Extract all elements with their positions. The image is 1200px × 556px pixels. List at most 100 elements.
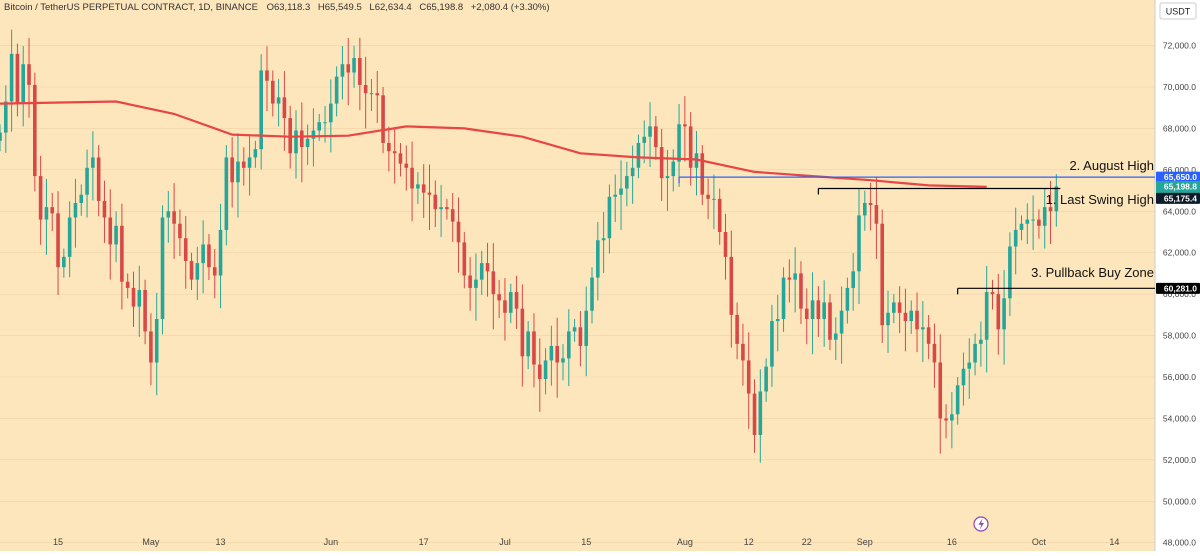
- candle-up: [247, 157, 252, 168]
- low-value: 62,634.4: [375, 2, 412, 13]
- candle-up: [1002, 298, 1006, 330]
- open-label: O: [267, 2, 274, 13]
- candle-down: [514, 292, 519, 309]
- candle-down: [427, 192, 432, 195]
- candle-up: [851, 271, 855, 288]
- candle-up: [973, 343, 977, 363]
- candle-down: [746, 360, 751, 394]
- candle-up: [1054, 186, 1059, 212]
- candle-down: [392, 151, 397, 154]
- candle-down: [990, 292, 995, 295]
- time-axis[interactable]: 15 May 13 Jun 17 Jul 15 Aug 12 22 Sep 16 Oct 14: [53, 537, 1119, 547]
- time-tick-label: Sep: [857, 537, 873, 547]
- candle-up: [543, 360, 548, 380]
- candle-up: [276, 97, 281, 104]
- candle-down: [729, 256, 734, 315]
- candle-down: [1037, 219, 1041, 226]
- candle-down: [410, 167, 414, 189]
- candle-down: [468, 275, 472, 288]
- price-tags: 65,650.065,198.807:41:1665,175.460,281.0: [1156, 171, 1200, 294]
- candle-up: [305, 138, 310, 148]
- close-label: C: [419, 2, 426, 13]
- svg-text:Bitcoin / TetherUS PERPETUAL C: Bitcoin / TetherUS PERPETUAL CONTRACT, 1…: [4, 2, 550, 13]
- candle-down: [926, 327, 931, 344]
- candle-down: [398, 153, 403, 164]
- candle-up: [833, 333, 838, 340]
- time-tick-label: Jul: [499, 537, 511, 547]
- candle-down: [131, 287, 136, 307]
- candle-up: [642, 136, 647, 143]
- candle-down: [503, 300, 507, 313]
- candle-down: [688, 126, 693, 168]
- candle-down: [346, 64, 351, 73]
- candle-up: [862, 203, 867, 216]
- annotation-last-swing-high: 1. Last Swing High: [1046, 192, 1154, 207]
- candle-down: [683, 124, 687, 127]
- candle-up: [79, 194, 84, 203]
- candle-down: [381, 95, 385, 143]
- candle-down: [880, 223, 885, 326]
- candle-up: [764, 366, 768, 392]
- candle-up: [259, 70, 263, 150]
- candle-up: [967, 362, 972, 369]
- candle-up: [671, 161, 676, 177]
- candle-up: [201, 244, 205, 264]
- symbol-legend[interactable]: Bitcoin / TetherUS PERPETUAL CONTRACT, 1…: [4, 2, 550, 13]
- plot-background: [0, 0, 1155, 551]
- candle-up: [508, 292, 513, 313]
- candle-up: [160, 217, 165, 319]
- price-axis[interactable]: 48,000.0 50,000.0 52,000.0 54,000.0 56,000.0…: [1163, 41, 1196, 548]
- candle-down: [33, 84, 37, 177]
- pullback-price-tag-bg: [1156, 282, 1200, 294]
- candle-up: [479, 263, 484, 280]
- time-tick-label: May: [142, 537, 160, 547]
- candle-down: [363, 84, 368, 94]
- candle-down: [555, 345, 559, 363]
- price-tick-label: 62,000.0: [1163, 248, 1196, 258]
- candle-down: [270, 80, 275, 104]
- candle-up: [839, 310, 844, 334]
- candle-up: [955, 385, 960, 415]
- candle-up: [62, 256, 66, 268]
- candle-up: [253, 149, 258, 158]
- candle-down: [38, 176, 43, 220]
- candle-down: [932, 343, 937, 363]
- change-value: +2,080.4 (+3.30%): [471, 2, 550, 13]
- candle-up: [845, 287, 850, 311]
- price-tick-label: 52,000.0: [1163, 455, 1196, 465]
- close-value: 65,198.8: [426, 2, 463, 13]
- candle-up: [886, 312, 890, 326]
- candle-up: [369, 93, 374, 95]
- candle-down: [752, 393, 757, 435]
- candle-down: [491, 271, 496, 295]
- candle-up: [21, 64, 26, 104]
- lightning-icon[interactable]: [973, 516, 989, 532]
- candle-up: [0, 132, 2, 141]
- currency-button[interactable]: USDT: [1159, 2, 1197, 20]
- candle-up: [909, 310, 914, 322]
- candle-down: [816, 300, 821, 319]
- candle-down: [433, 194, 438, 210]
- candle-down: [938, 362, 943, 419]
- time-tick-label: Aug: [677, 537, 693, 547]
- candle-up: [91, 157, 95, 168]
- candle-down: [241, 161, 246, 168]
- candle-down: [178, 223, 182, 239]
- candle-up: [236, 161, 240, 183]
- time-tick-label: 15: [53, 537, 63, 547]
- candle-up: [770, 321, 774, 367]
- candle-up: [329, 103, 333, 123]
- candle-up: [317, 122, 322, 131]
- candle-up: [984, 292, 989, 340]
- candle-up: [619, 188, 623, 195]
- august-high-price-tag: 65,650.0: [1164, 172, 1197, 182]
- price-tick-label: 60,000.0: [1163, 289, 1196, 299]
- candle-up: [526, 331, 530, 357]
- candle-up: [758, 391, 763, 435]
- candle-down: [462, 242, 467, 276]
- candle-down: [375, 93, 380, 96]
- candle-up: [352, 58, 356, 73]
- candle-down: [799, 273, 803, 309]
